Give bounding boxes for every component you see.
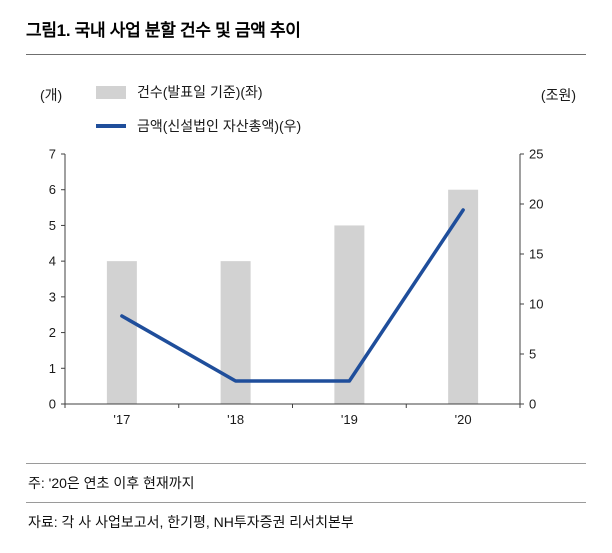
- left-tick-label: 5: [49, 218, 56, 233]
- legend-item-bars: 건수(발표일 기준)(좌): [96, 82, 301, 102]
- left-tick-label: 7: [49, 147, 56, 162]
- x-label: '18: [227, 412, 244, 427]
- left-tick-label: 6: [49, 182, 56, 197]
- title-divider: [26, 54, 586, 55]
- left-tick-label: 0: [49, 397, 56, 412]
- legend-label-bars: 건수(발표일 기준)(좌): [137, 84, 263, 100]
- footnote-divider-top: [26, 463, 586, 464]
- legend-label-line: 금액(신설법인 자산총액)(우): [137, 118, 302, 134]
- bar-'19: [334, 225, 365, 404]
- footnote-divider-mid: [26, 502, 586, 503]
- report-figure: 그림1. 국내 사업 분할 건수 및 금액 추이 (개) (조원) 건수(발표일…: [0, 21, 612, 541]
- x-label: '19: [341, 412, 358, 427]
- right-tick-label: 20: [529, 197, 543, 212]
- footnotes: 주: '20은 연초 이후 현재까지 자료: 각 사 사업보고서, 한기평, N…: [26, 463, 586, 541]
- footnote-source: 자료: 각 사 사업보고서, 한기평, NH투자증권 리서치본부: [28, 514, 354, 530]
- figure-title: 그림1. 국내 사업 분할 건수 및 금액 추이: [26, 21, 301, 40]
- legend-swatch-bar: [96, 85, 126, 99]
- legend-swatch-line: [96, 124, 126, 128]
- x-label: '17: [113, 412, 130, 427]
- x-label: '20: [455, 412, 472, 427]
- right-tick-label: 25: [529, 147, 543, 162]
- bar-'17: [106, 261, 137, 404]
- right-tick-label: 0: [529, 397, 536, 412]
- right-tick-label: 10: [529, 297, 543, 312]
- left-tick-label: 3: [49, 289, 56, 304]
- left-tick-label: 4: [49, 254, 56, 269]
- right-axis-unit: (조원): [540, 87, 576, 103]
- right-tick-label: 15: [529, 247, 543, 262]
- left-tick-label: 2: [49, 325, 56, 340]
- footnote-note: 주: '20은 연초 이후 현재까지: [28, 475, 195, 491]
- legend-item-line: 금액(신설법인 자산총액)(우): [96, 116, 301, 136]
- legend: 건수(발표일 기준)(좌) 금액(신설법인 자산총액)(우): [96, 82, 301, 136]
- bar-'20: [448, 189, 479, 404]
- left-axis-unit: (개): [40, 87, 63, 103]
- plot-svg: 0 1 2 3 4 5 6 7 0 5 10 15 20 25 '17 '18 '19 '20: [49, 147, 544, 428]
- line-series: [120, 208, 465, 383]
- chart: (개) (조원) 건수(발표일 기준)(좌) 금액(신설법인 자산총액)(우) …: [0, 55, 612, 447]
- right-tick-label: 5: [529, 347, 536, 362]
- left-tick-label: 1: [49, 361, 56, 376]
